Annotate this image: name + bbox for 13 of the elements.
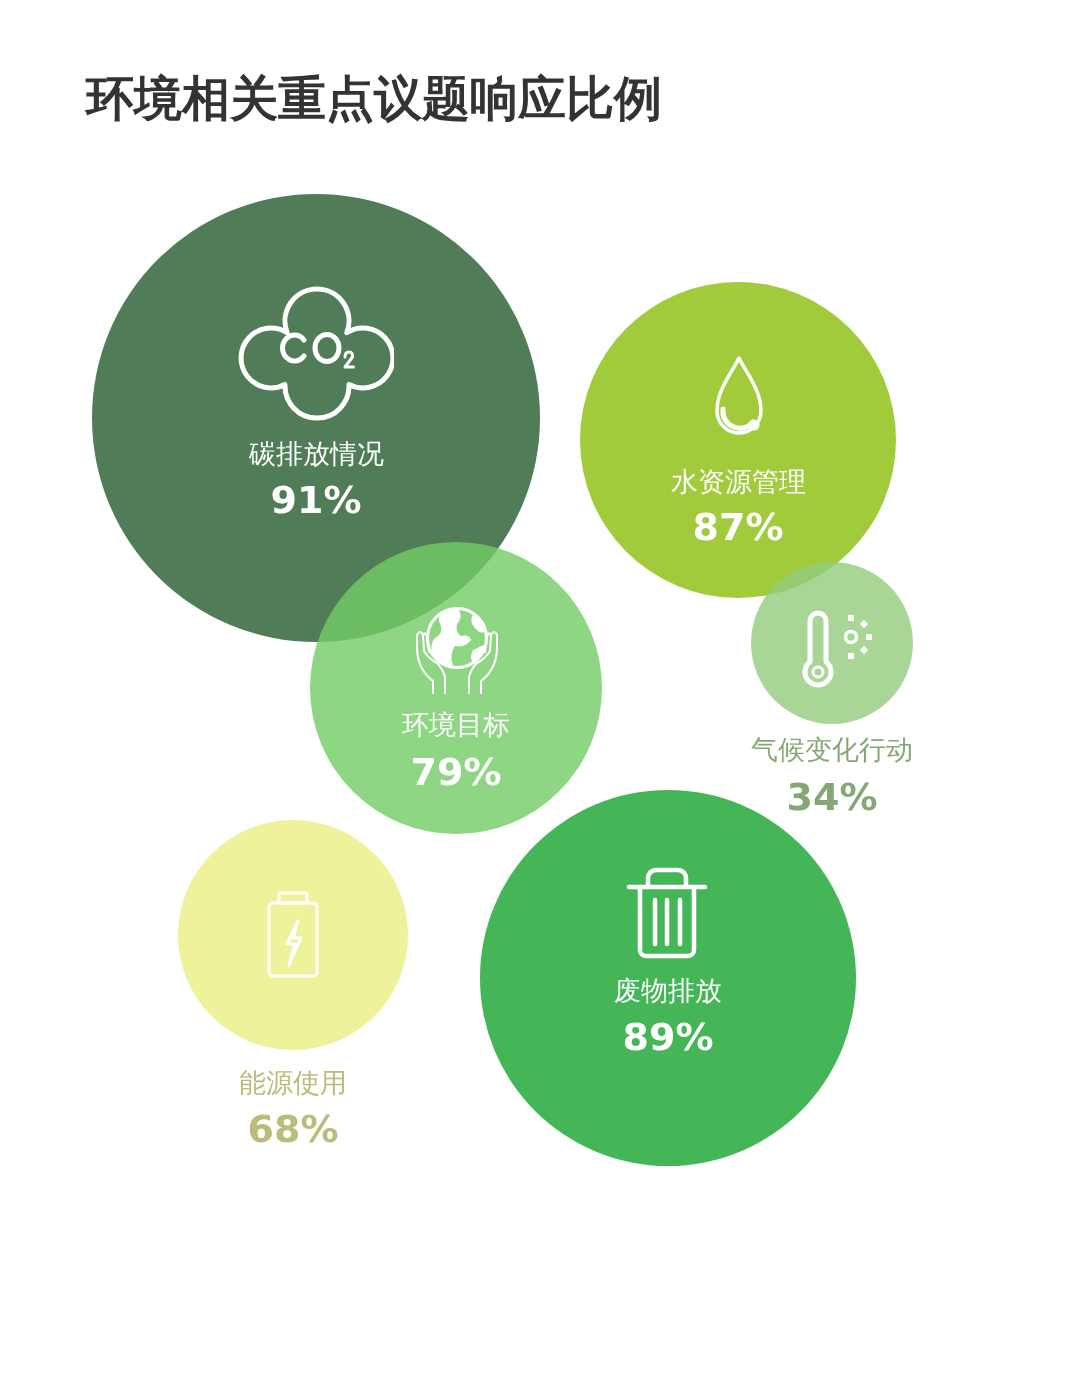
category-label: 废物排放	[614, 975, 722, 1007]
category-label: 碳排放情况	[247, 438, 384, 470]
data-label: 91%	[270, 477, 362, 522]
category-label: 环境目标	[402, 709, 510, 741]
data-label: 79%	[410, 749, 502, 794]
text: 环境相关重点议题响应比例	[86, 69, 662, 128]
data-label: 87%	[692, 504, 784, 549]
data-label: 68%	[247, 1106, 339, 1151]
data-label: 89%	[622, 1014, 714, 1059]
data-label: 34%	[786, 774, 878, 819]
category-label: 气候变化行动	[751, 734, 913, 766]
category-label: 水资源管理	[670, 466, 806, 498]
category-label: 能源使用	[239, 1067, 347, 1099]
